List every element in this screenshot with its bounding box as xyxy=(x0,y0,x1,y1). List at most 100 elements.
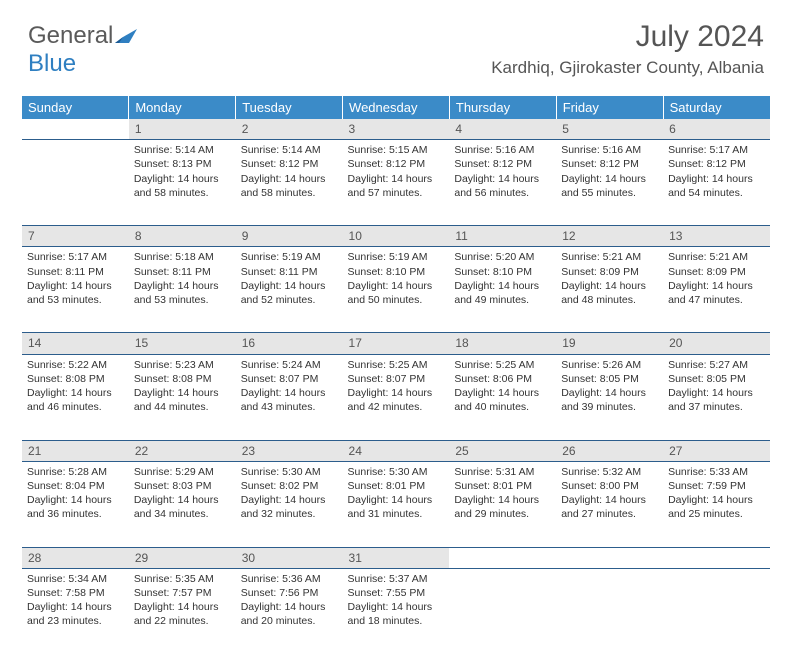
day-details: Sunrise: 5:29 AMSunset: 8:03 PMDaylight:… xyxy=(134,465,231,522)
day-details: Sunrise: 5:18 AMSunset: 8:11 PMDaylight:… xyxy=(134,250,231,307)
day-number-cell: 1 xyxy=(129,119,236,140)
day-content-row: Sunrise: 5:28 AMSunset: 8:04 PMDaylight:… xyxy=(22,461,770,547)
daynum-row: 21222324252627 xyxy=(22,440,770,461)
day-content-row: Sunrise: 5:17 AMSunset: 8:11 PMDaylight:… xyxy=(22,247,770,333)
day-cell: Sunrise: 5:17 AMSunset: 8:12 PMDaylight:… xyxy=(663,140,770,226)
day-cell: Sunrise: 5:37 AMSunset: 7:55 PMDaylight:… xyxy=(343,568,450,654)
day-number-cell: 18 xyxy=(449,333,556,354)
day-details: Sunrise: 5:19 AMSunset: 8:11 PMDaylight:… xyxy=(241,250,338,307)
day-details: Sunrise: 5:25 AMSunset: 8:07 PMDaylight:… xyxy=(348,358,445,415)
day-details: Sunrise: 5:16 AMSunset: 8:12 PMDaylight:… xyxy=(561,143,658,200)
day-number-cell: 14 xyxy=(22,333,129,354)
day-number-cell: 25 xyxy=(449,440,556,461)
day-cell: Sunrise: 5:32 AMSunset: 8:00 PMDaylight:… xyxy=(556,461,663,547)
day-number-cell xyxy=(22,119,129,140)
day-cell: Sunrise: 5:31 AMSunset: 8:01 PMDaylight:… xyxy=(449,461,556,547)
day-details: Sunrise: 5:34 AMSunset: 7:58 PMDaylight:… xyxy=(27,572,124,629)
day-details: Sunrise: 5:26 AMSunset: 8:05 PMDaylight:… xyxy=(561,358,658,415)
day-cell: Sunrise: 5:19 AMSunset: 8:10 PMDaylight:… xyxy=(343,247,450,333)
daynum-row: 123456 xyxy=(22,119,770,140)
calendar-table: SundayMondayTuesdayWednesdayThursdayFrid… xyxy=(22,96,770,654)
day-cell: Sunrise: 5:35 AMSunset: 7:57 PMDaylight:… xyxy=(129,568,236,654)
day-details: Sunrise: 5:21 AMSunset: 8:09 PMDaylight:… xyxy=(561,250,658,307)
day-details: Sunrise: 5:37 AMSunset: 7:55 PMDaylight:… xyxy=(348,572,445,629)
day-cell: Sunrise: 5:30 AMSunset: 8:02 PMDaylight:… xyxy=(236,461,343,547)
day-cell: Sunrise: 5:23 AMSunset: 8:08 PMDaylight:… xyxy=(129,354,236,440)
day-number-cell: 11 xyxy=(449,226,556,247)
day-details: Sunrise: 5:24 AMSunset: 8:07 PMDaylight:… xyxy=(241,358,338,415)
weekday-wednesday: Wednesday xyxy=(343,96,450,119)
day-cell: Sunrise: 5:33 AMSunset: 7:59 PMDaylight:… xyxy=(663,461,770,547)
weekday-sunday: Sunday xyxy=(22,96,129,119)
weekday-monday: Monday xyxy=(129,96,236,119)
day-cell: Sunrise: 5:14 AMSunset: 8:13 PMDaylight:… xyxy=(129,140,236,226)
header-right: July 2024 Kardhiq, Gjirokaster County, A… xyxy=(491,20,764,78)
day-content-row: Sunrise: 5:34 AMSunset: 7:58 PMDaylight:… xyxy=(22,568,770,654)
day-details: Sunrise: 5:36 AMSunset: 7:56 PMDaylight:… xyxy=(241,572,338,629)
day-number-cell: 26 xyxy=(556,440,663,461)
day-details: Sunrise: 5:17 AMSunset: 8:11 PMDaylight:… xyxy=(27,250,124,307)
day-cell: Sunrise: 5:16 AMSunset: 8:12 PMDaylight:… xyxy=(556,140,663,226)
day-cell: Sunrise: 5:21 AMSunset: 8:09 PMDaylight:… xyxy=(663,247,770,333)
day-number-cell: 10 xyxy=(343,226,450,247)
weekday-saturday: Saturday xyxy=(663,96,770,119)
logo-word1: General xyxy=(28,22,113,49)
day-number-cell: 22 xyxy=(129,440,236,461)
day-details: Sunrise: 5:31 AMSunset: 8:01 PMDaylight:… xyxy=(454,465,551,522)
day-number-cell xyxy=(449,547,556,568)
logo: General Blue xyxy=(28,22,137,78)
day-number-cell: 31 xyxy=(343,547,450,568)
day-number-cell: 7 xyxy=(22,226,129,247)
day-cell: Sunrise: 5:29 AMSunset: 8:03 PMDaylight:… xyxy=(129,461,236,547)
day-details: Sunrise: 5:17 AMSunset: 8:12 PMDaylight:… xyxy=(668,143,765,200)
day-number-cell: 9 xyxy=(236,226,343,247)
day-details: Sunrise: 5:30 AMSunset: 8:01 PMDaylight:… xyxy=(348,465,445,522)
day-details: Sunrise: 5:23 AMSunset: 8:08 PMDaylight:… xyxy=(134,358,231,415)
day-number-cell: 21 xyxy=(22,440,129,461)
day-details: Sunrise: 5:14 AMSunset: 8:13 PMDaylight:… xyxy=(134,143,231,200)
day-number-cell: 13 xyxy=(663,226,770,247)
day-number-cell: 16 xyxy=(236,333,343,354)
logo-flag-icon xyxy=(115,29,137,45)
day-cell: Sunrise: 5:20 AMSunset: 8:10 PMDaylight:… xyxy=(449,247,556,333)
day-cell: Sunrise: 5:19 AMSunset: 8:11 PMDaylight:… xyxy=(236,247,343,333)
day-number-cell: 27 xyxy=(663,440,770,461)
day-cell: Sunrise: 5:16 AMSunset: 8:12 PMDaylight:… xyxy=(449,140,556,226)
day-number-cell: 15 xyxy=(129,333,236,354)
day-details: Sunrise: 5:21 AMSunset: 8:09 PMDaylight:… xyxy=(668,250,765,307)
day-number-cell: 12 xyxy=(556,226,663,247)
day-cell: Sunrise: 5:27 AMSunset: 8:05 PMDaylight:… xyxy=(663,354,770,440)
day-details: Sunrise: 5:35 AMSunset: 7:57 PMDaylight:… xyxy=(134,572,231,629)
day-details: Sunrise: 5:15 AMSunset: 8:12 PMDaylight:… xyxy=(348,143,445,200)
day-number-cell: 24 xyxy=(343,440,450,461)
day-number-cell: 3 xyxy=(343,119,450,140)
day-cell xyxy=(449,568,556,654)
day-cell: Sunrise: 5:36 AMSunset: 7:56 PMDaylight:… xyxy=(236,568,343,654)
day-content-row: Sunrise: 5:14 AMSunset: 8:13 PMDaylight:… xyxy=(22,140,770,226)
day-number-cell: 2 xyxy=(236,119,343,140)
day-number-cell: 29 xyxy=(129,547,236,568)
day-cell: Sunrise: 5:17 AMSunset: 8:11 PMDaylight:… xyxy=(22,247,129,333)
day-details: Sunrise: 5:27 AMSunset: 8:05 PMDaylight:… xyxy=(668,358,765,415)
day-number-cell xyxy=(663,547,770,568)
daynum-row: 28293031 xyxy=(22,547,770,568)
day-cell: Sunrise: 5:14 AMSunset: 8:12 PMDaylight:… xyxy=(236,140,343,226)
day-details: Sunrise: 5:33 AMSunset: 7:59 PMDaylight:… xyxy=(668,465,765,522)
day-number-cell: 19 xyxy=(556,333,663,354)
day-details: Sunrise: 5:22 AMSunset: 8:08 PMDaylight:… xyxy=(27,358,124,415)
daynum-row: 14151617181920 xyxy=(22,333,770,354)
day-cell: Sunrise: 5:28 AMSunset: 8:04 PMDaylight:… xyxy=(22,461,129,547)
daynum-row: 78910111213 xyxy=(22,226,770,247)
day-number-cell: 5 xyxy=(556,119,663,140)
day-cell xyxy=(663,568,770,654)
day-cell: Sunrise: 5:24 AMSunset: 8:07 PMDaylight:… xyxy=(236,354,343,440)
day-number-cell: 30 xyxy=(236,547,343,568)
day-number-cell: 28 xyxy=(22,547,129,568)
month-title: July 2024 xyxy=(491,20,764,54)
day-details: Sunrise: 5:30 AMSunset: 8:02 PMDaylight:… xyxy=(241,465,338,522)
logo-word2: Blue xyxy=(28,50,76,77)
weekday-tuesday: Tuesday xyxy=(236,96,343,119)
day-cell: Sunrise: 5:21 AMSunset: 8:09 PMDaylight:… xyxy=(556,247,663,333)
day-details: Sunrise: 5:32 AMSunset: 8:00 PMDaylight:… xyxy=(561,465,658,522)
day-details: Sunrise: 5:20 AMSunset: 8:10 PMDaylight:… xyxy=(454,250,551,307)
